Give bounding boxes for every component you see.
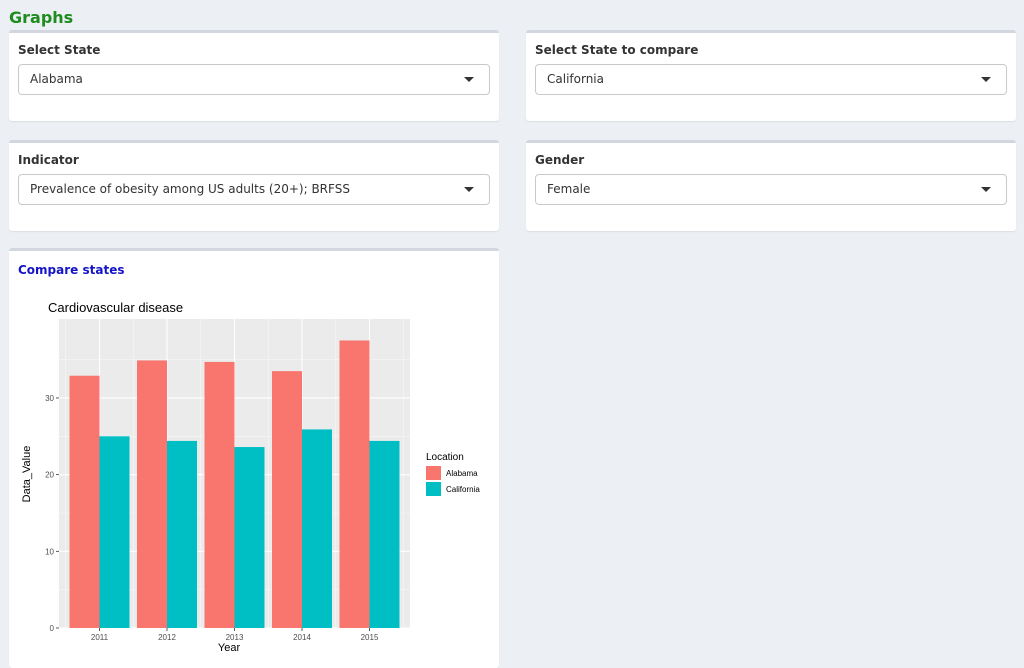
chevron-down-icon [981,77,991,82]
x-tick-label: 2013 [226,633,244,642]
legend: Location Alabama California [426,452,480,496]
indicator-value: Prevalence of obesity among US adults (2… [30,182,350,196]
select-state-box: Select State Alabama [9,30,499,121]
x-axis-label: Year [218,642,241,654]
page-title: Graphs [9,8,74,27]
gender-label: Gender [535,153,585,167]
bar-alabama-2014 [272,371,302,628]
chart-title: Cardiovascular disease [48,300,183,315]
legend-label: Alabama [446,469,478,478]
y-axis: 0 10 20 30 [45,394,59,633]
compare-state-dropdown[interactable]: California [535,64,1007,95]
compare-states-box: Compare states Cardiovascular disease 0 1… [9,248,499,668]
legend-swatch [426,466,441,480]
bar-california-2014 [302,429,332,628]
chevron-down-icon [464,77,474,82]
compare-states-title: Compare states [18,263,125,277]
bar-california-2015 [369,440,400,628]
chevron-down-icon [464,187,474,192]
select-state-value: Alabama [30,72,83,86]
compare-state-label: Select State to compare [535,43,699,57]
indicator-dropdown[interactable]: Prevalence of obesity among US adults (2… [18,174,490,205]
x-tick-label: 2015 [361,633,379,642]
compare-state-value: California [547,72,604,86]
y-tick-label: 20 [45,471,54,480]
x-tick-label: 2014 [293,633,311,642]
compare-state-box: Select State to compare California [526,30,1016,121]
bar-alabama-2012 [137,360,167,628]
chevron-down-icon [981,187,991,192]
y-tick-label: 30 [45,394,54,403]
bar-alabama-2011 [69,375,100,628]
select-state-dropdown[interactable]: Alabama [18,64,490,95]
indicator-label: Indicator [18,153,79,167]
legend-label: California [446,485,480,494]
gender-dropdown[interactable]: Female [535,174,1007,205]
select-state-label: Select State [18,43,101,57]
bar-california-2012 [167,440,197,628]
bars [69,340,400,628]
bar-alabama-2015 [339,340,370,628]
y-tick-label: 0 [50,624,55,633]
bar-california-2011 [99,436,130,628]
bar-alabama-2013 [204,361,235,628]
legend-title: Location [426,452,464,463]
y-axis-label: Data_Value [21,446,33,503]
indicator-box: Indicator Prevalence of obesity among US… [9,140,499,231]
legend-swatch [426,482,441,496]
x-tick-label: 2011 [91,633,109,642]
y-tick-label: 10 [45,547,54,556]
x-tick-label: 2012 [158,633,176,642]
x-axis: 2011 2012 2013 2014 2015 [91,628,379,642]
gender-value: Female [547,182,591,196]
bar-california-2013 [234,447,265,628]
gender-box: Gender Female [526,140,1016,231]
